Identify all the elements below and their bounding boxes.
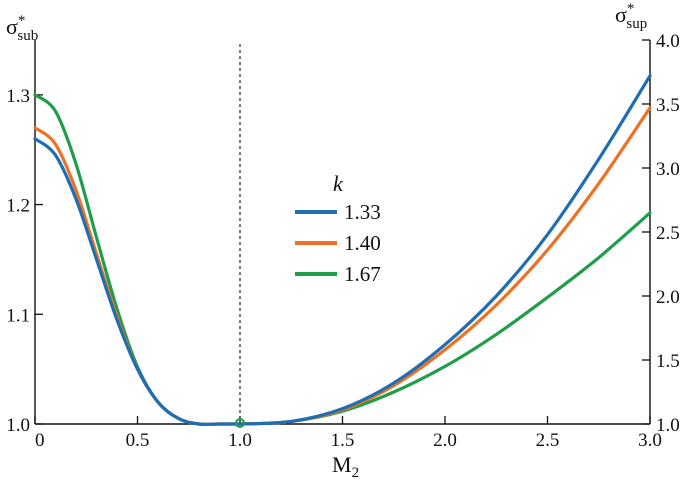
x-axis-title: M2	[332, 452, 359, 481]
axis-tick-labels: 0 0.5 1.0 1.5 2.0 2.5 3.01.01.11.21.31.01.52.0…	[6, 31, 680, 451]
axis-ticks	[34, 39, 651, 425]
right-y-tick-label: 3.5	[656, 95, 680, 116]
x-tick-label: 0	[35, 430, 45, 451]
legend-label: 1.40	[344, 231, 381, 255]
series-layer	[33, 74, 652, 428]
x-tick-label: 2.5	[536, 430, 560, 451]
left-axis-title: σ* sub	[6, 13, 38, 44]
x-tick-label: 3.0	[638, 430, 662, 451]
series-line-supersonic	[238, 74, 652, 426]
left-y-tick-label: 1.1	[6, 305, 30, 326]
legend-label: 1.67	[344, 262, 381, 286]
series-line-subsonic	[33, 137, 242, 426]
right-axis-title: σ* sup	[615, 1, 647, 32]
minimum-marker	[235, 418, 245, 428]
right-y-tick-label: 2.5	[656, 223, 680, 244]
legend-label: 1.33	[344, 200, 381, 224]
x-tick-label: 1.5	[331, 430, 355, 451]
legend-title: k	[333, 171, 344, 196]
right-y-tick-label: 3.0	[656, 159, 680, 180]
legend: k 1.33 1.40 1.67	[295, 171, 381, 286]
x-tick-label: 1.0	[228, 430, 252, 451]
left-y-tick-label: 1.3	[6, 86, 30, 107]
left-y-tick-label: 1.2	[6, 196, 30, 217]
x-tick-label: 2.0	[433, 430, 457, 451]
right-y-tick-label: 4.0	[656, 31, 680, 52]
right-y-tick-label: 1.0	[656, 415, 680, 436]
x-tick-label: 0.5	[126, 430, 150, 451]
series-line-subsonic	[33, 93, 242, 426]
right-y-tick-label: 2.0	[656, 287, 680, 308]
right-y-tick-label: 1.5	[656, 351, 680, 372]
left-y-tick-label: 1.0	[6, 415, 30, 436]
plot-frame	[34, 40, 651, 425]
